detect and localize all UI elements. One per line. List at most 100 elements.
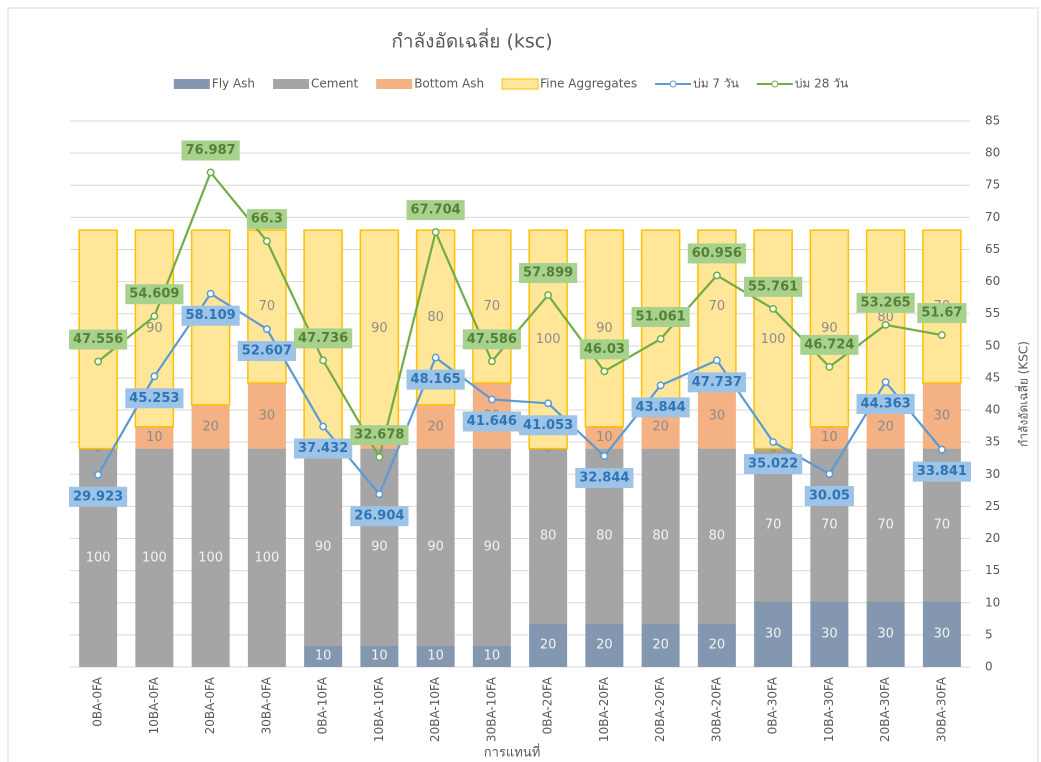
x-tick-label: 10BA-0FA [147,676,161,734]
data-label-box [237,341,296,362]
line-value-label: 33.841 [917,464,967,479]
data-label-box [69,486,128,507]
line-value-label: 46.03 [584,342,625,357]
bar-segment [922,383,961,449]
legend-label: บ่ม 7 วัน [693,77,739,91]
data-label-box [856,394,915,415]
data-label-box [579,339,629,360]
bar-value-label: 70 [765,518,782,533]
data-label-box [246,209,287,230]
line-point [712,356,721,365]
x-axis-title: การแทนที่ [484,744,541,761]
line-point [262,325,271,334]
bar-value-label: 10 [821,430,838,445]
line-point [431,353,440,362]
x-tick-label: 20BA-10FA [428,676,442,742]
legend-swatch [173,79,210,89]
bar-segment [529,448,568,624]
x-tick-label: 20BA-20FA [653,676,667,742]
bar-value-label: 90 [821,321,838,336]
y2-tick-label: 50 [985,338,1000,352]
data-label-box [519,263,578,284]
bar-value-label: 10 [371,649,388,664]
data-label-box [856,292,915,313]
line-value-label: 55.761 [748,279,798,294]
data-label-box [406,200,465,221]
legend-label: บ่ม 28 วัน [795,77,848,91]
x-tick-label: 0BA-10FA [316,676,330,734]
line-point [94,470,103,479]
data-label-box [181,305,240,326]
data-label-box [912,461,971,482]
line-value-label: 29.923 [73,489,123,504]
line-point [712,271,721,280]
y2-tick-label: 85 [985,114,1000,128]
bar-value-label: 10 [484,649,501,664]
bar-value-label: 80 [427,310,444,325]
legend-swatch [273,79,310,89]
y2-tick-label: 0 [985,660,993,674]
legend-label: Fine Aggregates [540,77,637,91]
bar-value-label: 20 [202,419,219,434]
line-point [150,372,159,381]
bar-value-label: 80 [540,528,557,543]
line-value-label: 76.987 [186,143,236,158]
line-point [825,470,834,478]
bar-value-label: 90 [371,321,388,336]
line-point [600,452,609,460]
line-value-label: 60.956 [692,246,742,261]
bar-value-label: 100 [536,332,561,347]
data-label-box [631,397,690,418]
data-label-box [125,388,184,409]
bar-value-label: 10 [427,649,444,664]
bar-segment [697,383,736,449]
line-point [319,356,328,365]
bar-value-label: 20 [540,638,557,653]
line-value-label: 57.899 [523,266,573,281]
y2-tick-label: 35 [985,435,1000,449]
x-tick-label: 10BA-10FA [372,676,386,742]
y2-tick-label: 55 [985,306,1000,320]
x-tick-label: 0BA-0FA [91,676,105,727]
line-value-label: 53.265 [861,295,911,310]
bar-segment [866,448,905,602]
bar-value-label: 100 [761,332,786,347]
line-point [937,331,946,340]
line-value-label: 67.704 [411,203,461,218]
bar-value-label: 70 [709,299,726,314]
line-value-label: 51.67 [921,306,962,321]
legend-label: Bottom Ash [414,77,484,91]
data-label-box [917,303,967,324]
bar-segment [191,404,230,449]
y2-tick-label: 60 [985,274,1000,288]
bar-segment [529,623,568,667]
bar-value-label: 20 [652,419,669,434]
bar-value-label: 70 [484,299,501,314]
x-tick-label: 30BA-30FA [934,676,948,742]
line-point [656,381,665,390]
data-label-box [804,485,854,506]
bar-segment [247,383,286,449]
line-point [206,168,215,177]
line-point [487,395,496,404]
y2-tick-label: 15 [985,563,1000,577]
y2-tick-label: 65 [985,242,1000,256]
bar-segment [697,448,736,624]
bar-value-label: 30 [934,408,951,423]
bar-segment [360,645,399,667]
bar-segment [585,623,624,667]
bar-value-label: 90 [371,539,388,554]
bar-segment [810,601,849,667]
data-label-box [69,329,128,350]
line-value-label: 43.844 [636,400,686,415]
bar-segment [697,623,736,667]
line-value-label: 47.586 [467,332,517,347]
line-value-label: 51.061 [636,310,686,325]
bar-value-label: 100 [254,550,279,565]
bar-segment [754,448,793,602]
bar-value-label: 30 [765,627,782,642]
bar-value-label: 90 [315,539,332,554]
data-label-box [350,425,409,446]
data-label-box [575,468,634,489]
data-label-box [125,284,184,305]
